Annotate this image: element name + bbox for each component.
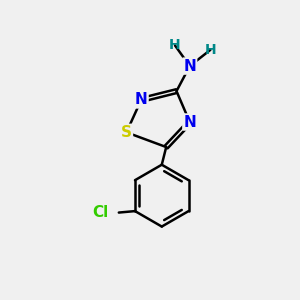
Text: H: H <box>205 43 216 57</box>
Text: S: S <box>121 125 132 140</box>
Text: N: N <box>135 92 148 107</box>
Text: Cl: Cl <box>92 205 109 220</box>
Text: H: H <box>169 38 181 52</box>
Text: N: N <box>183 115 196 130</box>
Text: N: N <box>183 58 196 74</box>
